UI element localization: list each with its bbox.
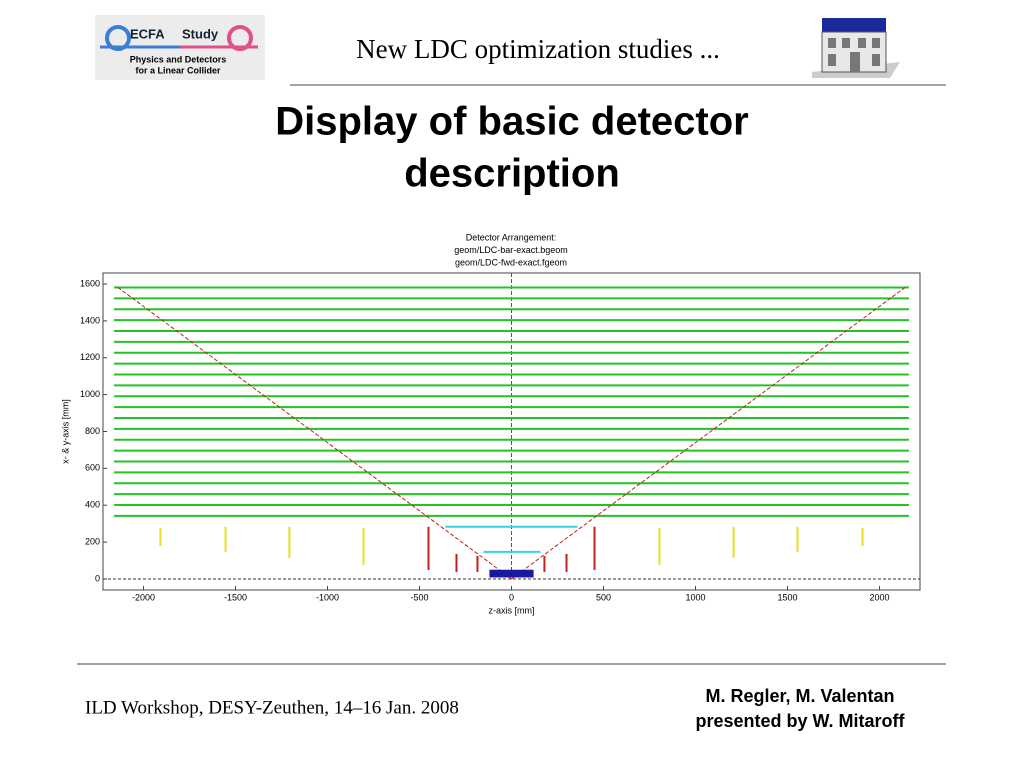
- chart-title: geom/LDC-fwd-exact.fgeom: [455, 257, 567, 267]
- y-tick-label: 1400: [80, 315, 100, 325]
- logo-text: for a Linear Collider: [135, 65, 221, 75]
- beam-pipe: [489, 569, 534, 578]
- logo-text: Physics and Detectors: [130, 54, 227, 64]
- x-tick-label: -1000: [316, 592, 339, 602]
- y-tick-label: 1600: [80, 278, 100, 288]
- x-tick-label: 0: [509, 592, 514, 602]
- y-tick-label: 800: [85, 426, 100, 436]
- x-tick-label: -2000: [132, 592, 155, 602]
- y-axis-label: x- & y-axis [mm]: [60, 399, 70, 464]
- y-tick-label: 0: [95, 573, 100, 583]
- y-tick-label: 1000: [80, 389, 100, 399]
- logo-text: Study: [182, 26, 219, 41]
- acceptance-cone: [511, 285, 908, 580]
- footer-authors: M. Regler, M. Valentan: [705, 686, 894, 706]
- x-tick-label: 500: [596, 592, 611, 602]
- x-tick-label: -500: [410, 592, 428, 602]
- x-axis-label: z-axis [mm]: [489, 605, 535, 615]
- logo-ring: [105, 25, 131, 51]
- logo-ring: [227, 25, 253, 51]
- chart-title: geom/LDC-bar-exact.bgeom: [454, 245, 568, 255]
- y-tick-label: 400: [85, 500, 100, 510]
- footer-presenter: presented by W. Mitaroff: [695, 711, 905, 731]
- footer-left: ILD Workshop, DESY-Zeuthen, 14–16 Jan. 2…: [85, 697, 459, 718]
- slide-title: Display of basic detector: [275, 100, 748, 144]
- building-icon: [812, 18, 900, 78]
- x-tick-label: 1000: [685, 592, 705, 602]
- y-tick-label: 600: [85, 463, 100, 473]
- header-title: New LDC optimization studies ...: [356, 34, 720, 64]
- x-tick-label: 2000: [870, 592, 890, 602]
- acceptance-cone: [115, 285, 512, 580]
- logo-text: ECFA: [130, 26, 165, 41]
- chart-title: Detector Arrangement:: [466, 232, 557, 242]
- x-tick-label: 1500: [777, 592, 797, 602]
- slide-title: description: [404, 152, 620, 196]
- y-tick-label: 1200: [80, 352, 100, 362]
- y-tick-label: 200: [85, 536, 100, 546]
- x-tick-label: -1500: [224, 592, 247, 602]
